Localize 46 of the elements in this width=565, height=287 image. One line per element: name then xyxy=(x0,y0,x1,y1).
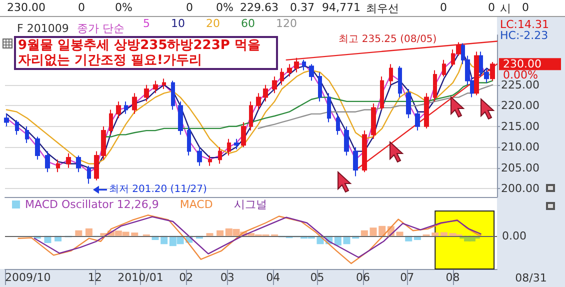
text: 5 xyxy=(143,17,150,30)
legend-title: 종가 단순 xyxy=(77,22,124,35)
text: 120 xyxy=(276,17,297,30)
annotation: 230.00 xyxy=(503,58,542,71)
text: 0 xyxy=(186,1,193,14)
text: LC:14.31 xyxy=(500,18,550,31)
text: 230.00 xyxy=(7,1,46,14)
x-tick-label: 07 xyxy=(400,271,414,284)
series-label: MACD xyxy=(180,198,213,211)
annotation: 최고 235.25 (08/05) xyxy=(338,34,437,45)
text: 0 xyxy=(488,1,495,14)
y-tick-label: 210.00 xyxy=(501,140,540,154)
x-tick-label: 08 xyxy=(446,271,460,284)
text: 94,771 xyxy=(322,1,360,14)
text: 229.63 xyxy=(240,1,278,14)
series-label: 시그널 xyxy=(234,198,267,211)
text: 시 xyxy=(500,1,511,16)
y-tick-label: 200.00 xyxy=(501,182,540,196)
y-tick-label: 205.00 xyxy=(501,161,540,174)
x-tick-label: 03 xyxy=(220,271,234,284)
text: 0 xyxy=(522,1,529,14)
x-tick-label: 05 xyxy=(310,271,324,284)
chart-title: F 201009 xyxy=(17,22,69,35)
text: 10 xyxy=(171,17,185,30)
text: 08/31 xyxy=(515,272,547,284)
x-tick-label: 2009/10 xyxy=(5,271,51,284)
y-tick-label: 220.00 xyxy=(501,99,540,112)
annotation: 최저 201.20 (11/27) xyxy=(108,184,208,196)
text: 60 xyxy=(240,17,255,30)
text: 20 xyxy=(206,17,220,30)
ref-line-label: 0.00 xyxy=(502,229,526,242)
text: HC:-2.23 xyxy=(500,29,548,42)
annotation: 9월물 일봉추세 상방235하방223P 먹을 자리없는 기간조정 필요!가두리 xyxy=(14,36,278,70)
x-tick-label: 04 xyxy=(266,271,280,284)
text: 0% xyxy=(216,1,234,14)
text: 0 xyxy=(78,1,85,14)
text: 0% xyxy=(115,1,132,14)
x-tick-label: 02 xyxy=(179,271,194,284)
y-tick-label: 215.00 xyxy=(501,120,540,133)
x-tick-label: 2010/01 xyxy=(118,271,164,284)
x-tick-label: 06 xyxy=(356,271,370,284)
text: 0 xyxy=(440,1,447,14)
x-tick-label: 12 xyxy=(88,271,102,284)
text: 최우선 xyxy=(366,1,399,16)
text: 0.37 xyxy=(290,1,314,14)
legend-label: MACD Oscillator 12,26,9 xyxy=(25,198,159,211)
